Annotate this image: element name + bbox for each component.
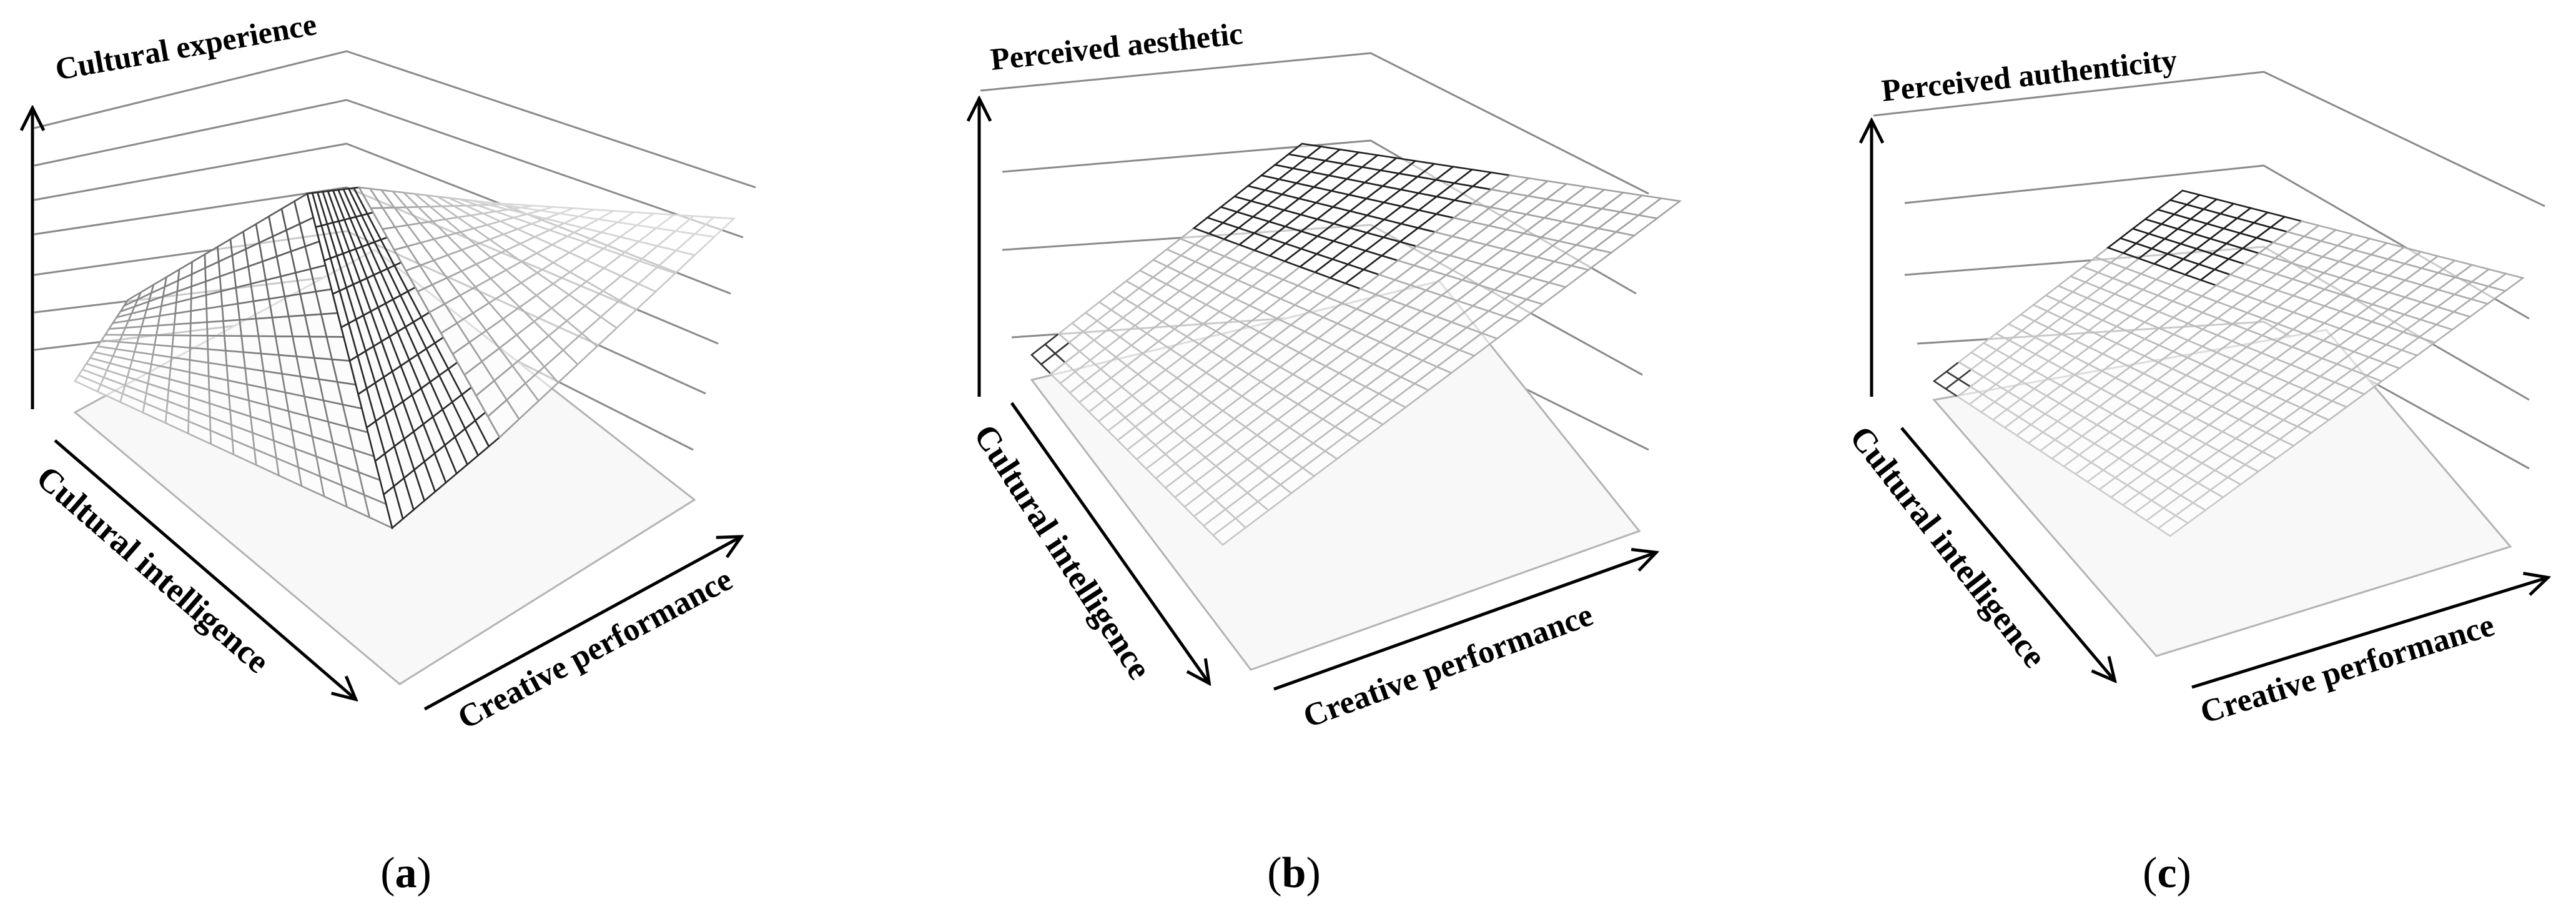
panel-a-left-cell [136,334,157,346]
panel-a: Cultural experience Cultural intelligenc… [29,6,756,737]
panel-a-left-cell [223,335,245,354]
panel-b-cell [1636,197,1682,219]
panel-c-caption-close: ) [2176,849,2191,897]
panel-c: Perceived authenticity Cultural intellig… [1843,42,2547,730]
panel-b-z-title: Perceived aesthetic [989,16,1244,77]
panel-c-y-axis [2191,578,2547,689]
panel-a-x-axis [54,439,355,698]
panel-a-grid-line [34,50,756,189]
panel-a-left-cell [207,348,228,367]
panel-a-left-cell [189,347,209,364]
panel-c-caption-letter: c [2157,849,2177,897]
panel-a-left-cell [189,321,209,337]
panel-b-x-axis [1010,402,1208,682]
panel-a-left-cell [224,349,247,369]
panel-a-left-cell [171,334,192,349]
panel-a-y-axis [423,537,740,711]
panel-a-caption-close: ) [417,849,432,897]
panel-a-caption: (a) [343,848,468,898]
panel-b-y-axis [1273,553,1655,691]
panel-a-caption-open: ( [380,849,395,897]
panel-a-left-cell [206,320,225,337]
panel-a-left-cell [222,319,243,337]
panel-c-surface [1932,189,2525,537]
panel-a-right-cell [693,216,736,238]
panel-a-grid-line [34,99,744,239]
panel-a-left-cell [170,345,191,361]
panel-b-grid-line [980,52,1649,195]
panel-a-surface [74,186,736,530]
panel-b-caption-open: ( [1267,849,1282,897]
panel-c-grid-line [1873,71,2545,207]
panel-a-z-title: Cultural experience [52,6,319,87]
panel-a-left-cell [189,334,209,350]
panel-a-left-cell [117,334,141,344]
panel-c-cell [2486,272,2525,292]
panel-a-left-cell [172,322,192,337]
panel-c-x-axis [1900,427,2114,680]
panel-a-left-cell [206,334,227,352]
panel-b-caption-close: ) [1306,849,1321,897]
panel-b-caption-letter: b [1281,849,1306,897]
panel-c-caption: (c) [2105,848,2229,898]
panel-b: Perceived aesthetic Cultural intelligenc… [967,16,1682,735]
panel-a-caption-letter: a [395,849,417,897]
panel-a-left-cell [154,334,175,347]
panel-b-surface [1030,142,1682,546]
panel-c-caption-open: ( [2143,849,2158,897]
panel-b-caption: (b) [1231,848,1356,898]
